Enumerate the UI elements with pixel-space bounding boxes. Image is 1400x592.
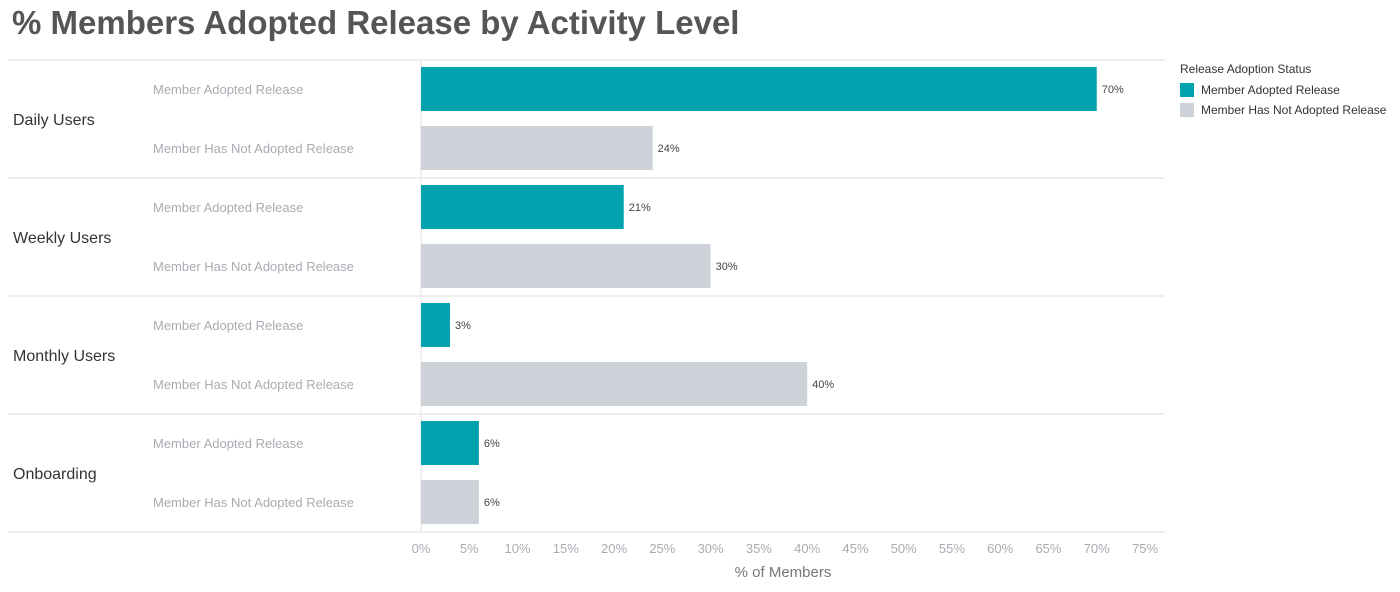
legend: Release Adoption Status Member Adopted R… (1180, 62, 1386, 120)
chart-title: % Members Adopted Release by Activity Le… (12, 4, 740, 41)
x-tick-label: 40% (794, 541, 820, 556)
legend-label-not-adopted: Member Has Not Adopted Release (1201, 103, 1387, 117)
x-tick-label: 15% (553, 541, 579, 556)
bar (421, 126, 653, 170)
bar-value-label: 3% (455, 320, 471, 332)
bar (421, 480, 479, 524)
subcategory-label: Member Adopted Release (153, 82, 303, 97)
x-tick-label: 10% (505, 541, 531, 556)
bar-value-label: 70% (1102, 84, 1124, 96)
bar-value-label: 21% (629, 202, 651, 214)
bar (421, 421, 479, 465)
x-tick-label: 70% (1084, 541, 1110, 556)
legend-title: Release Adoption Status (1180, 62, 1312, 76)
subcategory-label: Member Has Not Adopted Release (153, 377, 354, 392)
x-tick-label: 25% (649, 541, 675, 556)
subcategory-label: Member Has Not Adopted Release (153, 495, 354, 510)
legend-swatch-not-adopted (1180, 103, 1194, 117)
legend-swatch-adopted (1180, 83, 1194, 97)
x-tick-label: 55% (939, 541, 965, 556)
legend-item-not-adopted[interactable]: Member Has Not Adopted Release (1180, 100, 1386, 120)
bar (421, 185, 624, 229)
x-tick-label: 60% (987, 541, 1013, 556)
group-label: Onboarding (13, 466, 97, 483)
bar (421, 303, 450, 347)
bar-value-label: 30% (716, 261, 738, 273)
subcategory-label: Member Adopted Release (153, 436, 303, 451)
bar (421, 362, 808, 406)
bar (421, 67, 1097, 111)
x-tick-label: 45% (842, 541, 868, 556)
subcategory-label: Member Has Not Adopted Release (153, 259, 354, 274)
subcategory-label: Member Adopted Release (153, 318, 303, 333)
x-tick-label: 50% (891, 541, 917, 556)
x-tick-label: 65% (1035, 541, 1061, 556)
legend-label-adopted: Member Adopted Release (1201, 83, 1340, 97)
x-axis-title: % of Members (735, 564, 832, 581)
bar (421, 244, 711, 288)
x-tick-label: 20% (601, 541, 627, 556)
legend-item-adopted[interactable]: Member Adopted Release (1180, 80, 1386, 100)
group-label: Weekly Users (13, 230, 111, 247)
chart-svg: Daily Users Member Adopted Release 70% Memb… (8, 59, 1165, 581)
x-tick-label: 35% (746, 541, 772, 556)
x-tick-label: 75% (1132, 541, 1158, 556)
subcategory-label: Member Has Not Adopted Release (153, 141, 354, 156)
x-tick-label: 0% (412, 541, 431, 556)
bar-value-label: 6% (484, 438, 500, 450)
group-label: Daily Users (13, 112, 95, 129)
group-label: Monthly Users (13, 348, 115, 365)
x-tick-label: 30% (698, 541, 724, 556)
x-tick-label: 5% (460, 541, 479, 556)
bar-value-label: 6% (484, 497, 500, 509)
subcategory-label: Member Adopted Release (153, 200, 303, 215)
bar-value-label: 40% (812, 379, 834, 391)
bar-value-label: 24% (658, 143, 680, 155)
